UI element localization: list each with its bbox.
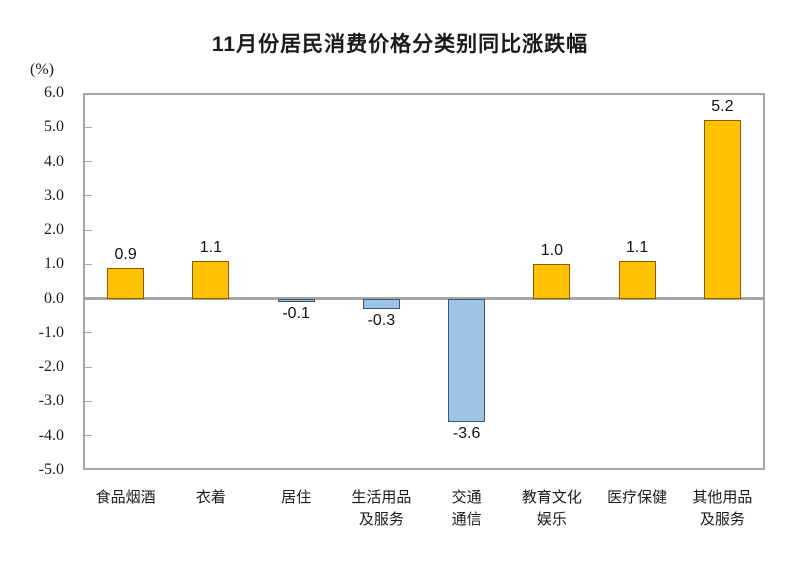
y-axis-tick-label: 0.0 bbox=[44, 289, 64, 307]
bar-医疗保健 bbox=[618, 260, 656, 299]
y-axis-tick-mark bbox=[85, 400, 92, 402]
bar-食品烟酒 bbox=[107, 267, 145, 299]
x-axis-category-label: 生活用品 及服务 bbox=[351, 489, 412, 528]
y-axis-tick-label: -4.0 bbox=[38, 426, 64, 444]
bar-value-label: 0.9 bbox=[114, 245, 137, 263]
y-axis-unit-label: (%) bbox=[30, 61, 54, 78]
zero-axis-line bbox=[83, 297, 765, 301]
y-axis-tick-label: 1.0 bbox=[44, 255, 64, 273]
bar-衣着 bbox=[192, 260, 230, 299]
x-axis-category-label: 食品烟酒 bbox=[95, 489, 156, 506]
bar-交通通信 bbox=[448, 298, 486, 422]
x-axis-category-label: 教育文化 娱乐 bbox=[521, 489, 582, 528]
y-axis-tick-label: -3.0 bbox=[38, 392, 64, 410]
bar-教育文化娱乐 bbox=[533, 264, 571, 299]
y-axis-tick-label: 4.0 bbox=[44, 152, 64, 170]
y-axis-tick-mark bbox=[85, 366, 92, 368]
x-axis-category-label: 居住 bbox=[281, 489, 312, 506]
y-axis-tick-label: 6.0 bbox=[44, 84, 64, 101]
y-axis-tick-mark bbox=[85, 229, 92, 231]
chart-title: 11月份居民消费价格分类别同比涨跌幅 bbox=[211, 33, 589, 56]
bar-其他用品及服务 bbox=[703, 120, 741, 299]
y-axis-tick-mark bbox=[85, 161, 92, 163]
bar-value-label: 1.0 bbox=[540, 242, 563, 260]
bar-value-label: 5.2 bbox=[711, 98, 734, 116]
y-axis-tick-label: -2.0 bbox=[38, 358, 64, 376]
x-axis-category-label: 其他用品 及服务 bbox=[692, 489, 753, 528]
y-axis-tick-label: 5.0 bbox=[44, 118, 64, 136]
y-axis-tick-label: -5.0 bbox=[38, 461, 64, 478]
bar-value-label: -0.3 bbox=[367, 311, 396, 329]
x-axis-category-label: 交通 通信 bbox=[451, 489, 482, 528]
y-axis-tick-label: 2.0 bbox=[44, 221, 64, 239]
x-axis-category-label: 医疗保健 bbox=[607, 489, 668, 506]
bar-value-label: -0.1 bbox=[282, 305, 310, 323]
y-axis-tick-label: -1.0 bbox=[38, 323, 64, 341]
bar-value-label: 1.1 bbox=[626, 238, 649, 256]
y-axis-tick-mark bbox=[85, 126, 92, 128]
bar-居住 bbox=[277, 298, 315, 303]
y-axis-tick-mark bbox=[85, 435, 92, 437]
x-axis-category-label: 衣着 bbox=[195, 489, 226, 506]
y-axis-tick-label: 3.0 bbox=[44, 186, 64, 204]
y-axis-tick-mark bbox=[85, 332, 92, 334]
bar-value-label: -3.6 bbox=[452, 425, 481, 443]
bar-value-label: 1.1 bbox=[199, 238, 222, 256]
bar-生活用品及服务 bbox=[362, 298, 400, 309]
plot-area bbox=[83, 93, 765, 470]
y-axis-tick-mark bbox=[85, 195, 92, 197]
y-axis-tick-mark bbox=[85, 263, 92, 265]
